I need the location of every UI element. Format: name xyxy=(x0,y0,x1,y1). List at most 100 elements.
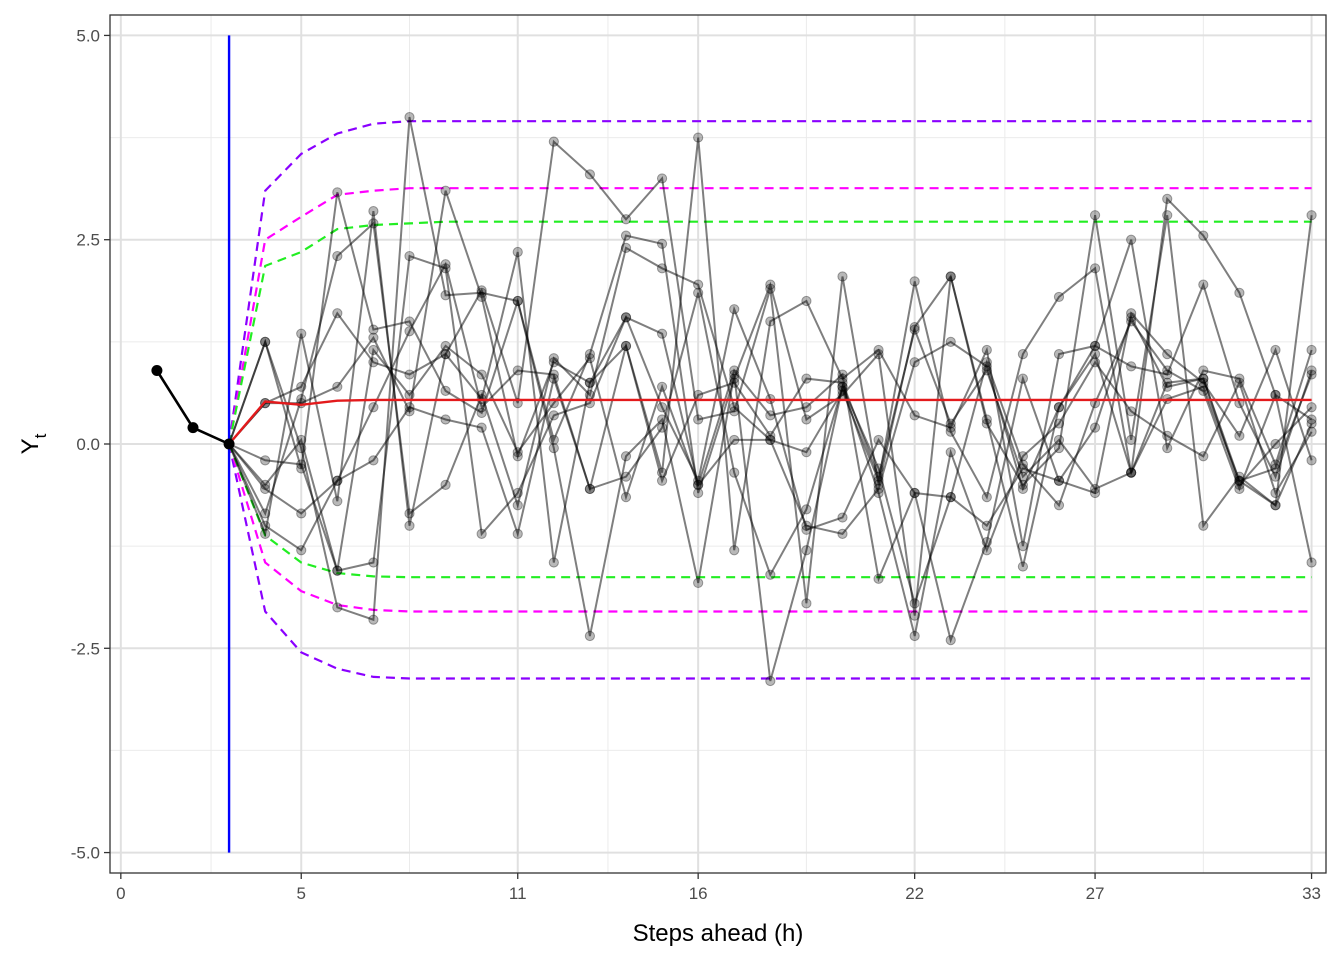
simulated-path-point xyxy=(1053,475,1065,486)
simulated-path-point xyxy=(1198,365,1209,376)
simulated-path-line xyxy=(228,192,1313,616)
simulated-path-point xyxy=(1198,373,1209,384)
simulated-path-point xyxy=(656,402,668,413)
simulated-path-point xyxy=(296,442,307,454)
simulated-path-point xyxy=(368,402,379,413)
simulated-path-point xyxy=(1053,500,1065,511)
simulated-path-point xyxy=(440,340,451,352)
simulated-path-point xyxy=(404,406,415,417)
simulated-path-point xyxy=(909,630,920,642)
simulated-path-point xyxy=(693,389,704,401)
simulated-path-point xyxy=(1053,349,1065,360)
simulated-path-point xyxy=(1089,349,1101,360)
simulated-path-point xyxy=(1126,361,1137,372)
observed-point xyxy=(223,438,235,450)
simulated-path-point xyxy=(368,218,379,229)
y-tick-label: -2.5 xyxy=(71,639,100,658)
simulated-path-point xyxy=(584,377,596,388)
simulated-path-point xyxy=(1126,467,1137,478)
simulated-path-point xyxy=(981,361,992,372)
simulated-path-point xyxy=(512,246,523,258)
simulated-path-point xyxy=(368,206,379,217)
simulated-path-point xyxy=(981,545,992,556)
simulated-path-point xyxy=(296,508,307,519)
simulated-path-point xyxy=(801,520,812,531)
simulated-path-point xyxy=(512,487,523,499)
simulated-path-point xyxy=(404,326,415,337)
simulated-path-point xyxy=(1017,541,1029,552)
simulated-path-point xyxy=(548,410,559,421)
simulated-path-point xyxy=(765,675,776,687)
simulated-path-point xyxy=(1017,349,1029,360)
simulated-path-point xyxy=(909,357,920,368)
simulated-path-point xyxy=(945,271,956,282)
simulated-path-point xyxy=(584,630,596,642)
simulated-path-point xyxy=(873,344,884,356)
simulated-path-point xyxy=(981,520,992,531)
simulated-path-point xyxy=(656,263,668,274)
simulated-path-point xyxy=(693,414,704,425)
simulated-path-point xyxy=(512,451,523,462)
simulated-path-point xyxy=(981,418,992,429)
simulated-path-point xyxy=(656,173,668,184)
simulated-path-point xyxy=(945,426,956,437)
simulated-path-point xyxy=(1089,340,1101,352)
simulated-path-point xyxy=(801,545,812,556)
simulated-path-point xyxy=(656,328,668,339)
simulated-path-point xyxy=(368,344,379,356)
simulated-path-point xyxy=(620,451,632,462)
simulated-path-point xyxy=(1053,418,1065,429)
x-axis: 0 5 11 16 22 27 33 xyxy=(116,873,1321,903)
simulated-path-point xyxy=(1234,430,1245,441)
simulated-path-point xyxy=(1162,430,1173,441)
simulated-path-point xyxy=(1089,263,1101,274)
simulated-path-point xyxy=(981,492,992,503)
simulated-path-point xyxy=(1198,279,1209,290)
y-tick-label: 2.5 xyxy=(76,231,100,250)
simulated-path-point xyxy=(620,340,632,352)
simulated-path-point xyxy=(1053,442,1065,454)
simulated-path-point xyxy=(1234,287,1245,298)
simulated-path-point xyxy=(1162,365,1173,376)
simulated-path-point xyxy=(1306,369,1317,380)
x-tick-label: 33 xyxy=(1302,884,1321,903)
simulated-path-point xyxy=(945,418,956,429)
y-axis: 5.0 2.5 0.0 -2.5 -5.0 xyxy=(71,26,110,863)
simulated-path-point xyxy=(512,365,523,376)
simulated-path-point xyxy=(548,373,559,384)
simulated-path-point xyxy=(729,545,740,556)
simulated-path-point xyxy=(693,279,704,290)
simulated-path-point xyxy=(512,295,523,307)
simulated-path-point xyxy=(404,250,415,262)
simulated-path-point xyxy=(584,353,596,364)
simulated-path-point xyxy=(1162,442,1173,454)
simulated-path-point xyxy=(332,381,343,392)
simulated-path-point xyxy=(693,479,704,490)
simulated-path-point xyxy=(476,422,487,433)
simulated-path-point xyxy=(837,369,848,380)
simulated-path-point xyxy=(296,398,307,409)
simulated-path-line xyxy=(228,261,1313,637)
simulated-path-point xyxy=(1198,230,1209,241)
simulated-path-point xyxy=(765,283,776,294)
observed-series xyxy=(151,364,235,450)
simulated-path-point xyxy=(729,304,740,315)
simulated-path-point xyxy=(1053,434,1065,446)
x-tick-label: 0 xyxy=(116,884,125,903)
y-axis-title-main: Y xyxy=(17,438,44,454)
simulated-path-line xyxy=(228,319,1313,583)
simulated-path-point xyxy=(476,402,487,413)
band-lower-line xyxy=(228,443,1312,680)
simulated-paths xyxy=(228,112,1317,687)
x-tick-label: 5 xyxy=(297,884,306,903)
simulated-path-point xyxy=(476,528,487,539)
simulated-path-point xyxy=(1017,483,1029,495)
simulated-path-point xyxy=(332,602,343,613)
simulated-path-point xyxy=(332,565,343,576)
simulated-path-point xyxy=(729,369,740,380)
band-upper-line xyxy=(228,220,1312,445)
simulated-path-point xyxy=(584,483,596,495)
simulated-path-point xyxy=(440,479,451,490)
simulated-path-point xyxy=(1162,349,1173,360)
simulated-path-point xyxy=(548,557,559,568)
